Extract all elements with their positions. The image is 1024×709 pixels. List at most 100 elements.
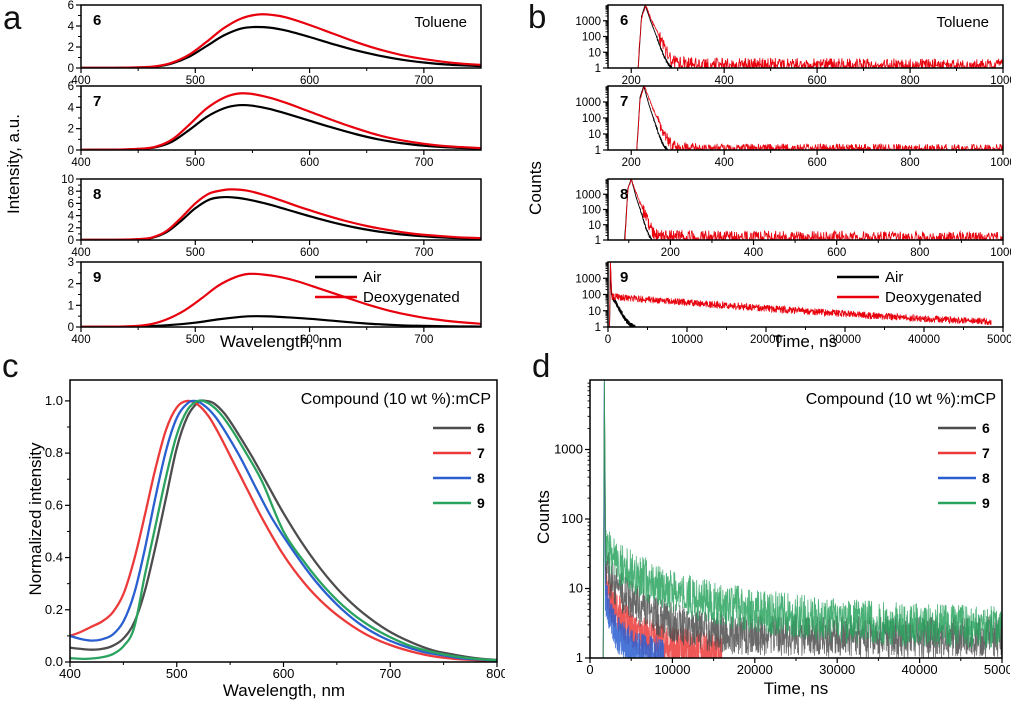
svg-text:100: 100 (582, 113, 601, 125)
svg-text:0.4: 0.4 (45, 550, 63, 565)
svg-text:8: 8 (620, 186, 628, 203)
svg-text:400: 400 (71, 247, 90, 259)
svg-text:1: 1 (595, 322, 601, 334)
svg-text:500: 500 (186, 334, 205, 346)
svg-text:10: 10 (588, 306, 601, 318)
svg-text:700: 700 (414, 157, 433, 169)
svg-text:1: 1 (595, 235, 601, 247)
svg-text:700: 700 (379, 666, 401, 681)
svg-text:600: 600 (808, 75, 827, 87)
svg-text:Compound (10 wt %):mCP: Compound (10 wt %):mCP (301, 391, 491, 408)
panel-a-x-axis-label: Wavelength, nm (219, 332, 343, 351)
svg-text:700: 700 (414, 247, 433, 259)
svg-text:500: 500 (166, 666, 188, 681)
svg-text:800: 800 (486, 666, 505, 681)
svg-text:1000: 1000 (575, 189, 601, 201)
svg-text:10: 10 (588, 129, 601, 141)
svg-text:100: 100 (582, 32, 601, 44)
panel-a-y-axis-label: Intensity, a.u. (4, 114, 23, 214)
svg-text:0: 0 (68, 235, 74, 247)
svg-text:8: 8 (477, 470, 485, 486)
panel-a-letter: a (3, 0, 22, 36)
svg-text:50000: 50000 (987, 334, 1011, 346)
svg-text:10: 10 (588, 47, 601, 59)
svg-text:0.0: 0.0 (45, 654, 63, 669)
svg-text:Deoxygenated: Deoxygenated (363, 289, 460, 306)
svg-text:1.0: 1.0 (45, 393, 63, 408)
svg-text:400: 400 (59, 666, 81, 681)
svg-text:10: 10 (569, 581, 583, 596)
svg-text:800: 800 (910, 247, 929, 259)
svg-text:2: 2 (68, 223, 74, 235)
svg-text:600: 600 (300, 247, 319, 259)
svg-text:6: 6 (620, 12, 628, 29)
svg-text:40000: 40000 (902, 662, 938, 677)
svg-text:Compound (10 wt %):mCP: Compound (10 wt %):mCP (806, 391, 996, 408)
svg-text:500: 500 (186, 157, 205, 169)
svg-text:50000: 50000 (984, 662, 1010, 677)
svg-text:Deoxygenated: Deoxygenated (885, 289, 982, 306)
panel-b-subplot-compound-8-decay: 200 400 600 800 1000 1 10 100 1000 8 (560, 171, 1016, 262)
plot-b8-svg: 200 400 600 800 1000 1 10 100 1000 8 (575, 178, 1016, 259)
svg-text:100: 100 (582, 290, 601, 302)
svg-text:9: 9 (982, 495, 990, 511)
svg-text:600: 600 (808, 157, 827, 169)
svg-text:6: 6 (93, 12, 101, 29)
svg-text:8: 8 (982, 470, 990, 486)
svg-text:400: 400 (744, 247, 763, 259)
panel-b-y-axis-label: Counts (526, 161, 545, 215)
svg-text:1000: 1000 (554, 442, 583, 457)
svg-text:10: 10 (61, 174, 74, 186)
svg-text:1: 1 (576, 650, 583, 665)
svg-text:1: 1 (595, 63, 601, 75)
svg-text:9: 9 (93, 269, 101, 286)
svg-text:30000: 30000 (829, 334, 861, 346)
svg-text:1000: 1000 (990, 75, 1011, 87)
svg-text:4: 4 (68, 102, 75, 114)
panel-d-x-axis-label: Time, ns (763, 679, 829, 698)
panel-c-letter: c (2, 347, 19, 384)
svg-text:0: 0 (605, 334, 611, 346)
svg-text:20000: 20000 (737, 662, 773, 677)
svg-text:Air: Air (363, 269, 381, 286)
svg-text:30000: 30000 (819, 662, 855, 677)
svg-text:7: 7 (620, 93, 628, 110)
svg-text:6: 6 (68, 198, 74, 210)
svg-text:1000: 1000 (990, 157, 1011, 169)
svg-text:0.8: 0.8 (45, 445, 63, 460)
svg-text:600: 600 (300, 157, 319, 169)
panel-b-subplot-compound-9-decay: 0 10000 20000 30000 40000 50000 1 10 100 1000 9 Air… (560, 254, 1019, 349)
svg-text:400: 400 (71, 157, 90, 169)
svg-text:4: 4 (68, 211, 75, 223)
svg-text:7: 7 (982, 445, 990, 461)
svg-text:0: 0 (68, 322, 74, 334)
plot-c-svg: 400 500 600 700 800 0.0 0.2 0.4 0.6 0.8 1.0 Compoun… (45, 379, 508, 681)
plot-a6-svg: 400 500 600 700 0 2 4 6 6 Toluene (68, 0, 482, 87)
svg-text:0: 0 (586, 662, 593, 677)
panel-a-subplot-compound-8-spectrum: 400 500 600 700 0 2 4 6 8 10 8 (33, 171, 489, 262)
svg-text:0.2: 0.2 (45, 602, 63, 617)
svg-text:200: 200 (622, 157, 641, 169)
svg-text:7: 7 (93, 93, 101, 110)
svg-text:700: 700 (414, 75, 433, 87)
plot-b9-svg: 0 10000 20000 30000 40000 50000 1 10 100 1000 9 Air… (575, 261, 1019, 346)
svg-text:600: 600 (300, 334, 319, 346)
svg-text:600: 600 (300, 75, 319, 87)
svg-text:40000: 40000 (908, 334, 940, 346)
svg-text:2: 2 (68, 124, 74, 136)
svg-text:200: 200 (622, 75, 641, 87)
svg-text:400: 400 (71, 75, 90, 87)
svg-text:Toluene: Toluene (414, 14, 467, 31)
svg-text:6: 6 (477, 420, 485, 436)
plot-d-svg: 0 10000 20000 30000 40000 50000 1 10 100 1000 Comp… (554, 379, 1020, 677)
panel-d-letter: d (532, 347, 551, 384)
svg-text:1000: 1000 (990, 247, 1011, 259)
svg-text:4: 4 (68, 21, 75, 33)
svg-text:400: 400 (71, 334, 90, 346)
svg-text:500: 500 (186, 247, 205, 259)
svg-text:8: 8 (93, 186, 101, 203)
panel-b-letter: b (528, 0, 547, 35)
svg-text:800: 800 (900, 75, 919, 87)
svg-text:Toluene: Toluene (936, 14, 989, 31)
svg-text:100: 100 (561, 511, 583, 526)
